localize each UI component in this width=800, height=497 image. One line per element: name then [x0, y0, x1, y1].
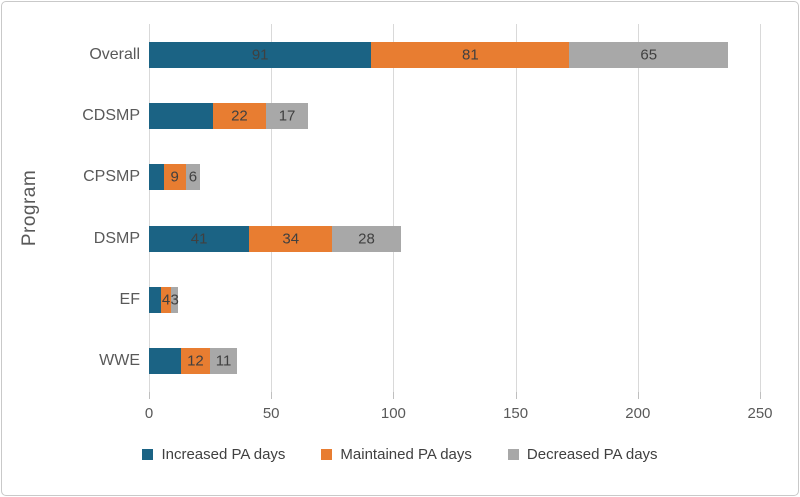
- category-label-overall: Overall: [89, 45, 140, 63]
- bar-segment-maintained-pa-days: 22: [212, 103, 267, 129]
- data-label: 17: [278, 107, 296, 125]
- gridline-x-150: [515, 24, 517, 392]
- legend-item-maintained-pa-days: Maintained PA days: [321, 446, 472, 463]
- data-label: 34: [282, 230, 300, 248]
- bar-segment-increased-pa-days: 91: [149, 41, 372, 68]
- bar-segment-increased-pa-days: [149, 164, 164, 191]
- legend-label: Increased PA days: [161, 446, 286, 463]
- bar-segment-increased-pa-days: [149, 287, 162, 313]
- bar-segment-decreased-pa-days: 3: [170, 287, 179, 313]
- bar-segment-increased-pa-days: [149, 103, 213, 129]
- x-tick-label: 150: [503, 405, 529, 422]
- bar-segment-maintained-pa-days: 34: [249, 225, 333, 252]
- gridline-x-50: [271, 24, 273, 392]
- bar-segment-increased-pa-days: [149, 348, 181, 375]
- bar-segment-maintained-pa-days: 81: [371, 41, 570, 68]
- data-label: 6: [188, 168, 198, 186]
- x-tick-mark: [149, 392, 150, 399]
- x-tick-label: 50: [262, 405, 280, 422]
- x-tick-mark: [637, 392, 639, 399]
- gridline-x-200: [637, 24, 639, 392]
- x-tick-mark: [271, 392, 273, 399]
- gridline-x-0: [149, 24, 150, 392]
- x-tick-label: 100: [380, 405, 406, 422]
- x-tick-label: 250: [747, 405, 773, 422]
- category-label-dsmp: DSMP: [93, 229, 140, 247]
- bar-segment-maintained-pa-days: 12: [180, 348, 211, 375]
- bar-row-dsmp: 41 34 28: [149, 225, 401, 252]
- data-label: 91: [251, 46, 269, 64]
- category-label-wwe: WWE: [99, 352, 140, 370]
- legend-label: Decreased PA days: [526, 446, 658, 463]
- data-label: 3: [170, 291, 179, 309]
- data-label: 81: [462, 46, 479, 64]
- x-tick-mark: [760, 392, 761, 399]
- data-label: 65: [640, 46, 658, 64]
- data-label: 22: [231, 107, 248, 125]
- legend-swatch-icon: [507, 449, 519, 460]
- data-label: 12: [187, 352, 204, 370]
- bar-segment-maintained-pa-days: 4: [161, 287, 171, 313]
- data-label: 28: [358, 230, 375, 248]
- bar-row-wwe: 12 11: [149, 348, 237, 375]
- bar-segment-decreased-pa-days: 65: [569, 41, 729, 68]
- category-label-ef: EF: [119, 291, 140, 308]
- legend-label: Maintained PA days: [340, 446, 472, 463]
- bar-segment-decreased-pa-days: 17: [266, 103, 308, 129]
- bar-segment-maintained-pa-days: 9: [163, 164, 186, 191]
- bar-segment-increased-pa-days: 41: [149, 225, 250, 252]
- x-tick-mark: [515, 392, 517, 399]
- category-label-cdsmp: CDSMP: [82, 107, 140, 124]
- bar-segment-decreased-pa-days: 28: [332, 225, 401, 252]
- bar-row-cdsmp: 22 17: [149, 103, 308, 129]
- category-label-cpsmp: CPSMP: [83, 168, 140, 186]
- x-tick-mark: [393, 392, 395, 399]
- data-label: 41: [190, 230, 208, 248]
- plot-area: 0 50 100 150 200 250 91 81 65 22 17 9 6 41 34 28 4 3 12 11: [145, 24, 773, 422]
- bar-segment-decreased-pa-days: 6: [185, 164, 201, 191]
- legend-swatch-icon: [321, 449, 333, 460]
- bar-row-overall: 91 81 65: [149, 41, 729, 68]
- gridline-x-250: [760, 24, 761, 392]
- legend-swatch-icon: [142, 449, 154, 460]
- data-label: 4: [161, 291, 171, 309]
- bar-segment-decreased-pa-days: 11: [210, 348, 237, 375]
- data-label: 9: [170, 168, 179, 186]
- gridline-x-100: [393, 24, 395, 392]
- x-tick-label: 200: [625, 405, 651, 422]
- legend: Increased PA days Maintained PA days Decre…: [2, 446, 798, 463]
- x-tick-label: 0: [144, 405, 154, 422]
- legend-item-decreased-pa-days: Decreased PA days: [507, 446, 658, 463]
- data-label: 11: [215, 352, 232, 370]
- legend-item-increased-pa-days: Increased PA days: [142, 446, 285, 463]
